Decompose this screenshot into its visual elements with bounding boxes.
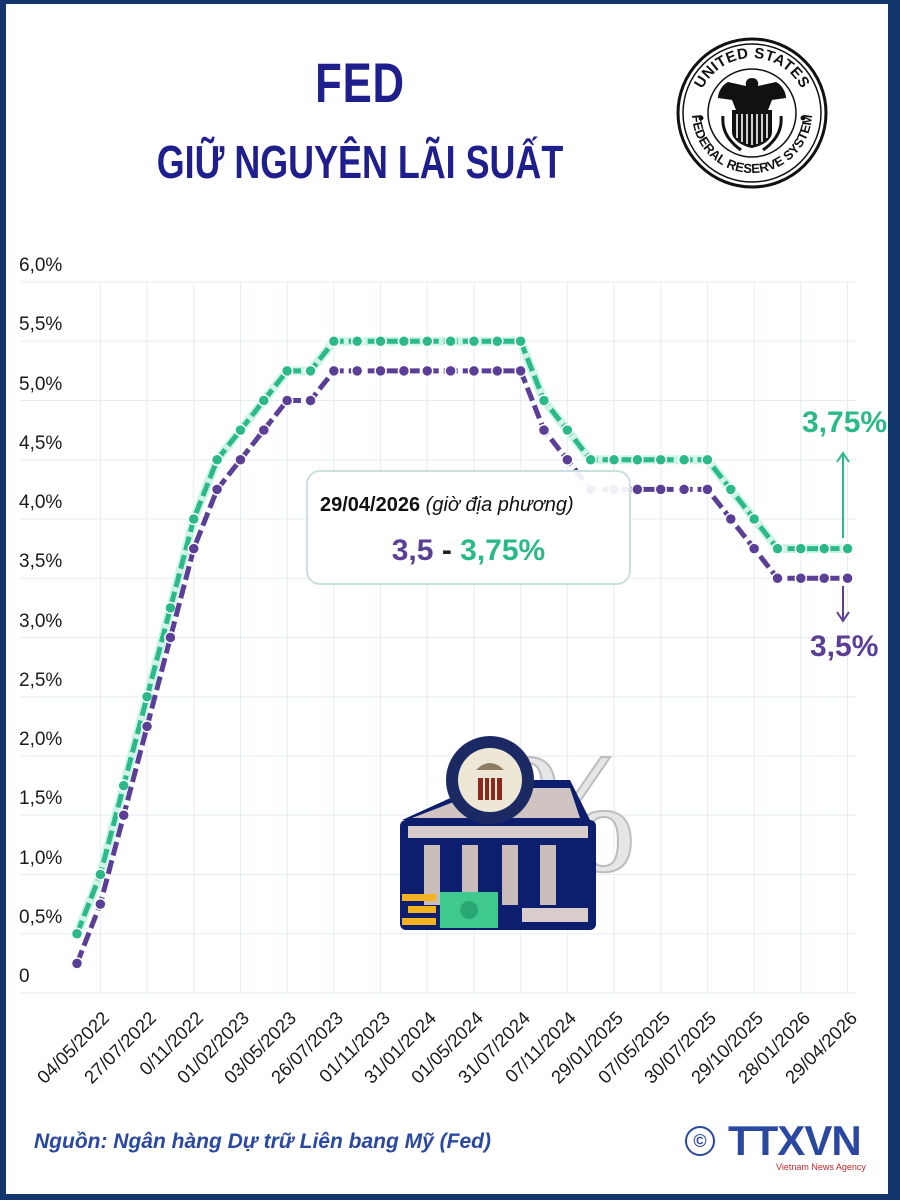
ttxvn-logo: TTXVN: [728, 1117, 862, 1164]
data-point: [234, 453, 247, 466]
data-point: [677, 483, 691, 496]
data-point: [677, 453, 691, 466]
data-point: [444, 335, 457, 348]
page-title: FED: [315, 51, 405, 114]
data-point: [514, 335, 527, 348]
data-point: [374, 335, 387, 348]
data-point: [187, 512, 200, 526]
data-point: [561, 423, 574, 437]
data-point: [350, 335, 364, 348]
data-point: [817, 572, 831, 585]
data-point: [794, 572, 808, 585]
y-tick-label: 0: [19, 966, 30, 987]
data-point: [794, 542, 808, 555]
data-point: [280, 394, 294, 407]
data-point: [467, 335, 481, 348]
data-point: [350, 364, 364, 378]
callout-lower-rate: 3,5: [391, 534, 434, 567]
upper-rate-end-label: 3,75%: [802, 406, 888, 439]
ttxvn-logo-subtext: Vietnam News Agency: [776, 1162, 866, 1172]
data-point: [164, 631, 177, 644]
data-point: [421, 335, 434, 348]
y-tick-label: 0,5%: [19, 906, 63, 928]
data-point: [701, 453, 714, 466]
data-point: [514, 364, 527, 378]
source-note: Nguồn: Ngân hàng Dự trữ Liên bang Mỹ (Fe…: [34, 1130, 491, 1153]
federal-reserve-seal-icon: UNITED STATES FEDERAL RESERVE SYSTEM: [676, 37, 828, 189]
copyright-icon: ©: [685, 1126, 715, 1156]
callout-date: 29/04/2026: [320, 494, 421, 516]
data-point: [607, 453, 621, 466]
data-point: [327, 335, 341, 348]
y-tick-label: 1,0%: [19, 847, 63, 869]
end-arrows-icon: [836, 451, 850, 623]
latest-decision-callout: 29/04/2026 (giờ địa phương) 3,5 - 3,75%: [306, 470, 631, 585]
data-point: [210, 483, 224, 496]
data-point: [70, 927, 84, 940]
data-point: [771, 572, 784, 585]
data-point: [257, 394, 271, 407]
data-point: [561, 453, 574, 466]
data-point: [724, 483, 738, 496]
data-point: [584, 453, 597, 466]
y-tick-label: 3,0%: [19, 610, 63, 632]
data-point: [654, 483, 667, 496]
data-point: [771, 542, 784, 555]
data-point: [117, 779, 130, 792]
data-point: [140, 720, 154, 733]
data-point: [491, 364, 504, 378]
callout-separator: -: [441, 534, 452, 567]
y-tick-label: 1,5%: [19, 788, 63, 810]
data-point: [654, 453, 667, 466]
data-point: [257, 423, 271, 437]
data-point: [841, 542, 854, 555]
data-point: [841, 572, 854, 585]
data-point: [304, 394, 317, 407]
y-tick-label: 4,5%: [19, 432, 63, 454]
interest-rate-chart: [20, 281, 856, 994]
y-tick-label: 3,5%: [19, 551, 63, 573]
data-point: [187, 542, 200, 555]
callout-note: (giờ địa phương): [425, 494, 574, 516]
data-point: [444, 364, 457, 378]
data-point: [210, 453, 224, 466]
data-point: [374, 364, 387, 378]
y-tick-label: 5,5%: [19, 314, 63, 336]
data-point: [70, 957, 84, 970]
y-tick-label: 2,0%: [19, 729, 63, 750]
page-subtitle: GIỮ NGUYÊN LÃI SUẤT: [156, 136, 564, 188]
data-point: [280, 364, 294, 378]
data-point: [747, 542, 761, 555]
y-tick-label: 4,0%: [19, 492, 63, 513]
bank-building-illustration-icon: %: [400, 718, 638, 930]
series-line: [74, 368, 848, 965]
series-line: [74, 338, 848, 935]
y-tick-label: 2,5%: [19, 669, 63, 691]
data-point: [327, 364, 341, 378]
data-point: [537, 423, 551, 437]
data-point: [421, 364, 434, 378]
data-point: [94, 868, 107, 881]
data-point: [631, 483, 644, 496]
data-point: [397, 364, 411, 378]
y-tick-label: 6,0%: [19, 255, 63, 276]
data-point: [724, 512, 738, 526]
lower-rate-end-label: 3,5%: [810, 630, 879, 663]
data-point: [817, 542, 831, 555]
data-point: [747, 512, 761, 526]
data-point: [304, 364, 317, 378]
data-point: [491, 335, 504, 348]
data-point: [467, 364, 481, 378]
data-point: [631, 453, 644, 466]
data-point: [94, 897, 107, 911]
data-point: [234, 423, 247, 437]
y-tick-label: 5,0%: [19, 373, 63, 395]
callout-upper-rate: 3,75%: [460, 534, 546, 567]
data-point: [537, 394, 551, 407]
data-point: [117, 809, 130, 822]
data-point: [397, 335, 411, 348]
data-point: [701, 483, 714, 496]
